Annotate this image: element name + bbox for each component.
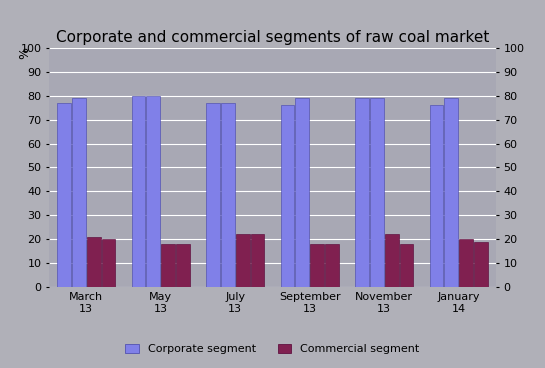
Bar — [459, 239, 473, 287]
Bar — [429, 105, 443, 287]
Bar — [355, 98, 369, 287]
Bar — [221, 103, 235, 287]
Bar — [102, 239, 116, 287]
Bar — [87, 237, 101, 287]
Legend: Corporate segment, Commercial segment: Corporate segment, Commercial segment — [121, 340, 424, 359]
Bar — [161, 244, 175, 287]
Bar — [72, 98, 86, 287]
Bar — [325, 244, 339, 287]
Bar — [385, 234, 398, 287]
Title: Corporate and commercial segments of raw coal market: Corporate and commercial segments of raw… — [56, 30, 489, 45]
Y-axis label: %: % — [18, 47, 31, 59]
Bar — [281, 105, 294, 287]
Bar — [57, 103, 71, 287]
Bar — [444, 98, 458, 287]
Bar — [131, 96, 146, 287]
Bar — [206, 103, 220, 287]
Bar — [310, 244, 324, 287]
Bar — [295, 98, 309, 287]
Bar — [251, 234, 264, 287]
Bar — [474, 242, 488, 287]
Bar — [370, 98, 384, 287]
Bar — [236, 234, 250, 287]
Bar — [399, 244, 414, 287]
Bar — [176, 244, 190, 287]
Bar — [147, 96, 160, 287]
